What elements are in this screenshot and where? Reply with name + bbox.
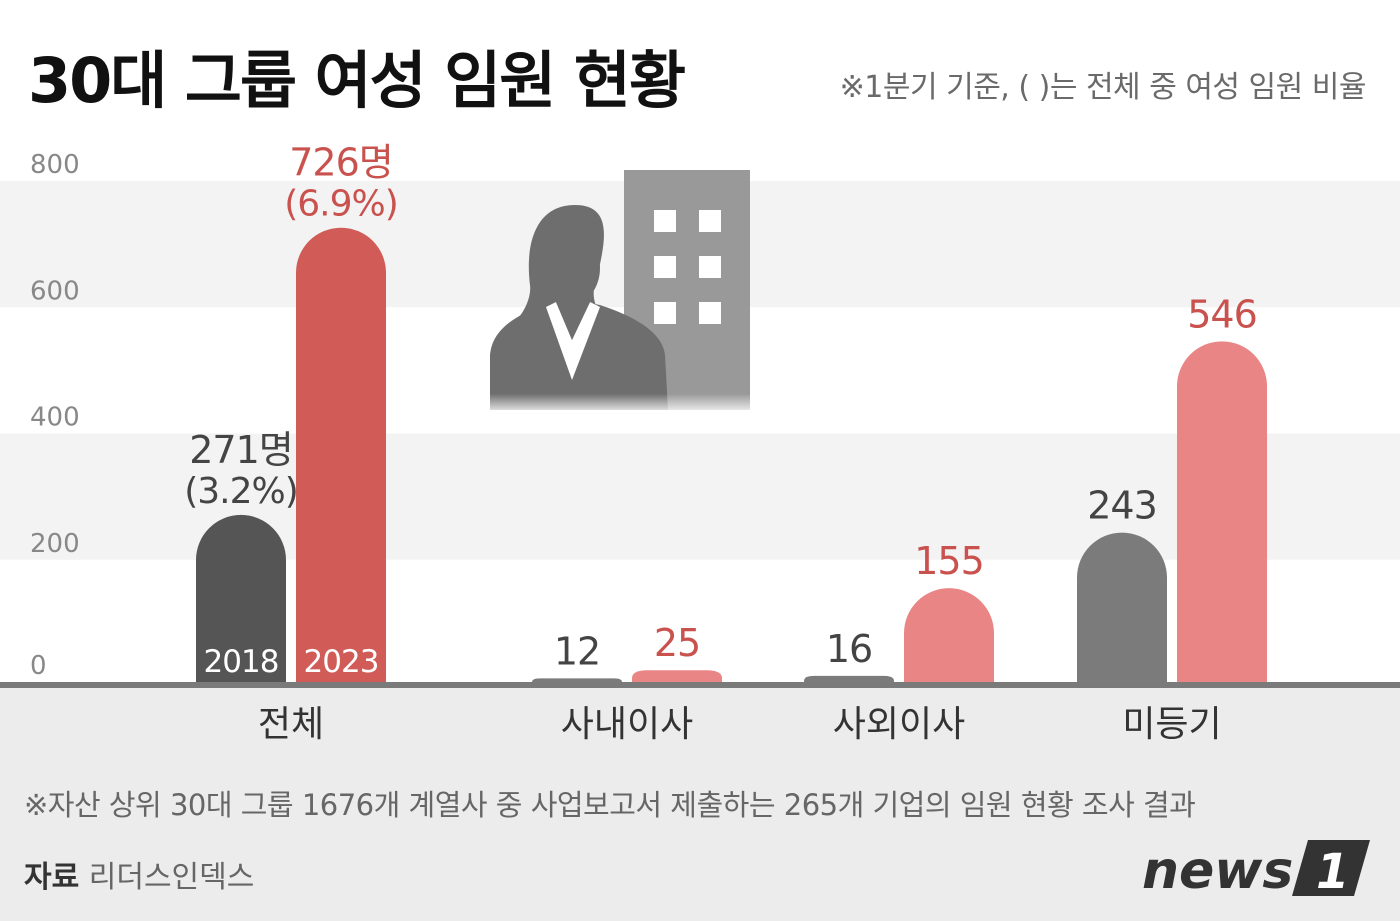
bar-2023-2: [904, 588, 994, 686]
y-tick-label: 0: [30, 651, 47, 681]
series-label: 2018: [204, 644, 279, 680]
value-label: 12: [554, 629, 600, 673]
bar-2023-3: [1177, 341, 1267, 686]
category-label: 사내이사: [561, 704, 693, 745]
bar-2023-0: [296, 227, 386, 686]
logo-text: news: [1142, 841, 1293, 900]
value-label: 243: [1087, 484, 1157, 528]
businesswoman-building-illustration: [480, 170, 760, 415]
chart-note: ※1분기 기준, ( )는 전체 중 여성 임원 비율: [839, 70, 1367, 105]
news1-logo: news 1: [1142, 840, 1370, 900]
y-tick-label: 400: [30, 403, 80, 433]
source-line: 자료 리더스인덱스: [24, 852, 254, 896]
value-label: 726명: [289, 141, 393, 185]
logo-mark: 1: [1316, 844, 1349, 900]
y-tick-label: 600: [30, 276, 80, 306]
footnote: ※자산 상위 30대 그룹 1676개 계열사 중 사업보고서 제출하는 265…: [24, 788, 1196, 822]
value-label: 546: [1187, 292, 1257, 336]
source-name: 리더스인덱스: [88, 860, 255, 895]
category-label: 전체: [258, 704, 324, 745]
y-tick-label: 200: [30, 529, 80, 559]
category-labels: 전체 사내이사 사외이사 미등기: [258, 704, 1222, 745]
category-label: 사외이사: [833, 704, 965, 745]
footer-panel: [0, 686, 1400, 921]
value-label: 271명: [189, 428, 293, 472]
percent-label: (3.2%): [184, 471, 298, 512]
value-label: 25: [654, 621, 700, 665]
value-label: 155: [914, 539, 984, 583]
chart-baseline: [0, 682, 1400, 688]
y-tick-label: 800: [30, 150, 80, 180]
category-label: 미등기: [1122, 704, 1221, 745]
chart-title: 30대 그룹 여성 임원 현황: [28, 44, 686, 117]
bar-2018-0: [196, 514, 286, 686]
series-label: 2023: [304, 644, 379, 680]
source-label: 자료: [24, 860, 80, 895]
value-label: 16: [826, 627, 872, 671]
percent-label: (6.9%): [284, 184, 398, 225]
bar-2018-3: [1077, 532, 1167, 686]
